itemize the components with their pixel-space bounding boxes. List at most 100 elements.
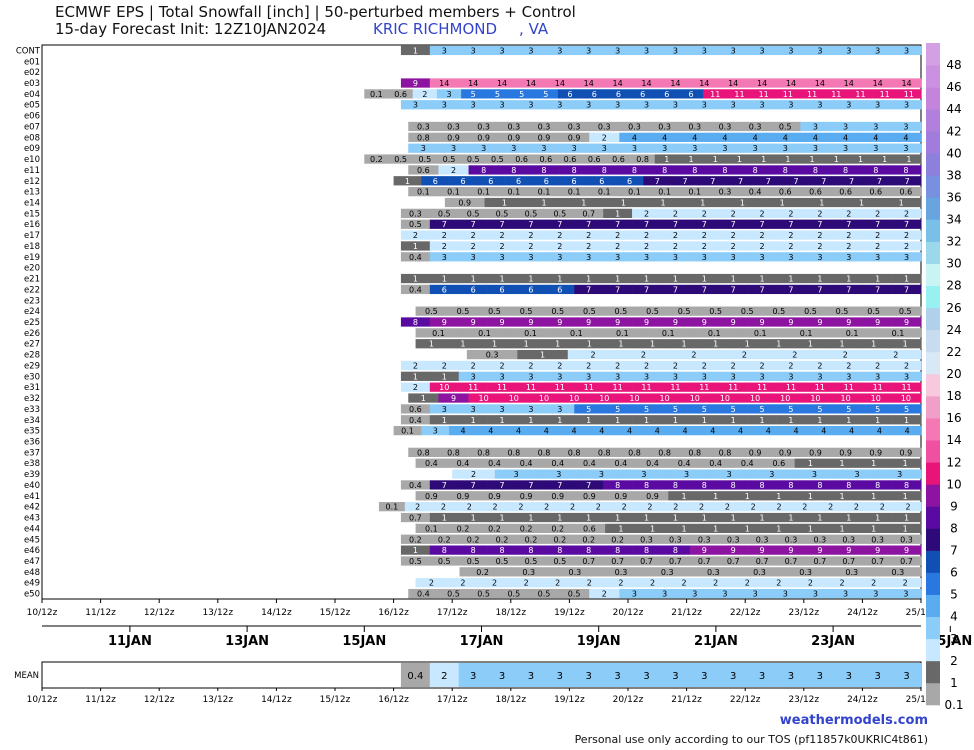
snow-cell bbox=[487, 284, 517, 295]
snow-cell bbox=[805, 100, 835, 110]
snow-value: 2 bbox=[802, 503, 807, 512]
date-axis: 11JAN 13JAN 15JAN 17JAN 19JAN 21JAN 23JAN 25JAN bbox=[108, 626, 972, 649]
snow-cell bbox=[824, 89, 849, 99]
colorbar-swatch bbox=[926, 131, 940, 154]
snow-value: 11 bbox=[873, 383, 883, 392]
snow-cell bbox=[487, 382, 517, 392]
snow-value: 9 bbox=[528, 318, 533, 327]
snow-value: 2 bbox=[442, 242, 447, 251]
snow-value: 7 bbox=[644, 220, 649, 229]
snow-value: 3 bbox=[528, 405, 533, 414]
snow-cell bbox=[889, 523, 922, 534]
snow-value: 3 bbox=[471, 372, 476, 381]
snow-value: 1 bbox=[540, 351, 545, 360]
snow-value: 1 bbox=[903, 340, 908, 349]
snow-value: 4 bbox=[571, 427, 576, 436]
snow-cell bbox=[722, 197, 763, 208]
snow-value: 14 bbox=[757, 79, 767, 88]
snow-value: 10 bbox=[810, 394, 820, 403]
snow-value: 6 bbox=[488, 177, 493, 186]
snow-cell bbox=[834, 284, 864, 295]
snow-value: 2 bbox=[528, 231, 533, 240]
snow-cell bbox=[516, 371, 546, 381]
colorbar-tick-label: 2 bbox=[950, 654, 958, 668]
snow-value: 1 bbox=[871, 492, 876, 501]
brand-label[interactable]: weathermodels.com bbox=[779, 713, 928, 728]
snow-value: 0.6 bbox=[772, 459, 785, 468]
member-row: 0.4 6 6 6 6 6 7 7 7 7 7 7 7 7 7 7 7 7 bbox=[400, 284, 922, 295]
snow-value: 8 bbox=[481, 166, 486, 175]
snow-value: 2 bbox=[691, 351, 696, 360]
colorbar-swatch bbox=[926, 396, 940, 419]
colorbar-swatch bbox=[926, 572, 940, 595]
snow-value: 6 bbox=[500, 285, 505, 294]
mean-x-tick-label: 17/12z bbox=[437, 695, 468, 705]
snow-value: 0.6 bbox=[839, 188, 852, 197]
snow-cell bbox=[834, 545, 864, 555]
snow-value: 0.6 bbox=[564, 155, 577, 164]
colorbar-swatch bbox=[926, 219, 940, 242]
snow-cell bbox=[763, 306, 795, 316]
snow-value: 7 bbox=[528, 220, 533, 229]
snow-value: 2 bbox=[880, 503, 885, 512]
snow-value: 2 bbox=[903, 579, 908, 588]
snow-value: 1 bbox=[808, 459, 813, 468]
snow-value: 1 bbox=[615, 416, 620, 425]
member-label: e50 bbox=[24, 590, 40, 600]
snow-cell bbox=[718, 404, 748, 414]
snow-value: 0.4 bbox=[741, 459, 754, 468]
snow-cell bbox=[718, 371, 748, 381]
snow-cell bbox=[718, 545, 748, 555]
snow-cell bbox=[740, 502, 767, 512]
snow-cell bbox=[545, 415, 575, 425]
snow-cell bbox=[841, 197, 882, 208]
snow-value: 4 bbox=[753, 133, 758, 142]
snow-value: 5 bbox=[586, 405, 591, 414]
snow-value: 0.3 bbox=[842, 535, 855, 544]
snow-value: 9 bbox=[817, 546, 822, 555]
snow-value: 0.3 bbox=[658, 122, 671, 131]
snow-cell bbox=[632, 404, 662, 414]
snow-cell bbox=[545, 252, 575, 262]
snow-cell bbox=[890, 121, 922, 132]
snow-value: 8 bbox=[875, 481, 880, 490]
snow-value: 2 bbox=[415, 503, 420, 512]
snow-value: 3 bbox=[500, 253, 505, 262]
snow-value: 2 bbox=[702, 231, 707, 240]
snow-value: 7 bbox=[905, 177, 910, 186]
snow-value: 3 bbox=[904, 372, 909, 381]
snow-value: 0.4 bbox=[709, 459, 722, 468]
snow-cell bbox=[892, 284, 922, 295]
snow-value: 8 bbox=[843, 166, 848, 175]
snow-cell bbox=[516, 480, 546, 490]
snow-value: 3 bbox=[641, 470, 646, 479]
colorbar-tick-label: 8 bbox=[950, 521, 958, 535]
snow-cell bbox=[805, 415, 835, 425]
snow-cell bbox=[689, 317, 720, 327]
snow-value: 4 bbox=[544, 427, 549, 436]
snow-cell bbox=[444, 197, 485, 208]
snow-cell bbox=[736, 567, 783, 577]
snow-cell bbox=[603, 100, 633, 110]
snow-cell bbox=[560, 425, 589, 436]
snow-cell bbox=[688, 502, 715, 512]
snow-cell bbox=[478, 306, 511, 316]
snow-value: 0.9 bbox=[869, 448, 882, 457]
snow-value: 1 bbox=[586, 275, 591, 284]
snow-cell bbox=[545, 317, 575, 327]
snow-cell bbox=[863, 208, 893, 219]
member-row: 0.3 0.3 0.3 0.3 0.3 0.3 0.3 0.3 0.3 0.3 0.3 0.3 0.5 3… bbox=[408, 121, 922, 132]
snow-value: 3 bbox=[673, 101, 678, 110]
snow-cell bbox=[892, 556, 922, 566]
snow-cell bbox=[660, 317, 691, 327]
snow-cell bbox=[799, 89, 825, 99]
snow-cell bbox=[776, 45, 806, 56]
snow-cell bbox=[487, 45, 517, 56]
snow-cell bbox=[800, 121, 831, 132]
snow-cell bbox=[689, 556, 720, 566]
snow-cell bbox=[559, 121, 590, 132]
snow-value: 5 bbox=[495, 90, 500, 99]
x-tick-label: 18/12z bbox=[495, 608, 526, 618]
snow-cell bbox=[660, 360, 691, 371]
colorbar-swatch bbox=[926, 43, 940, 66]
